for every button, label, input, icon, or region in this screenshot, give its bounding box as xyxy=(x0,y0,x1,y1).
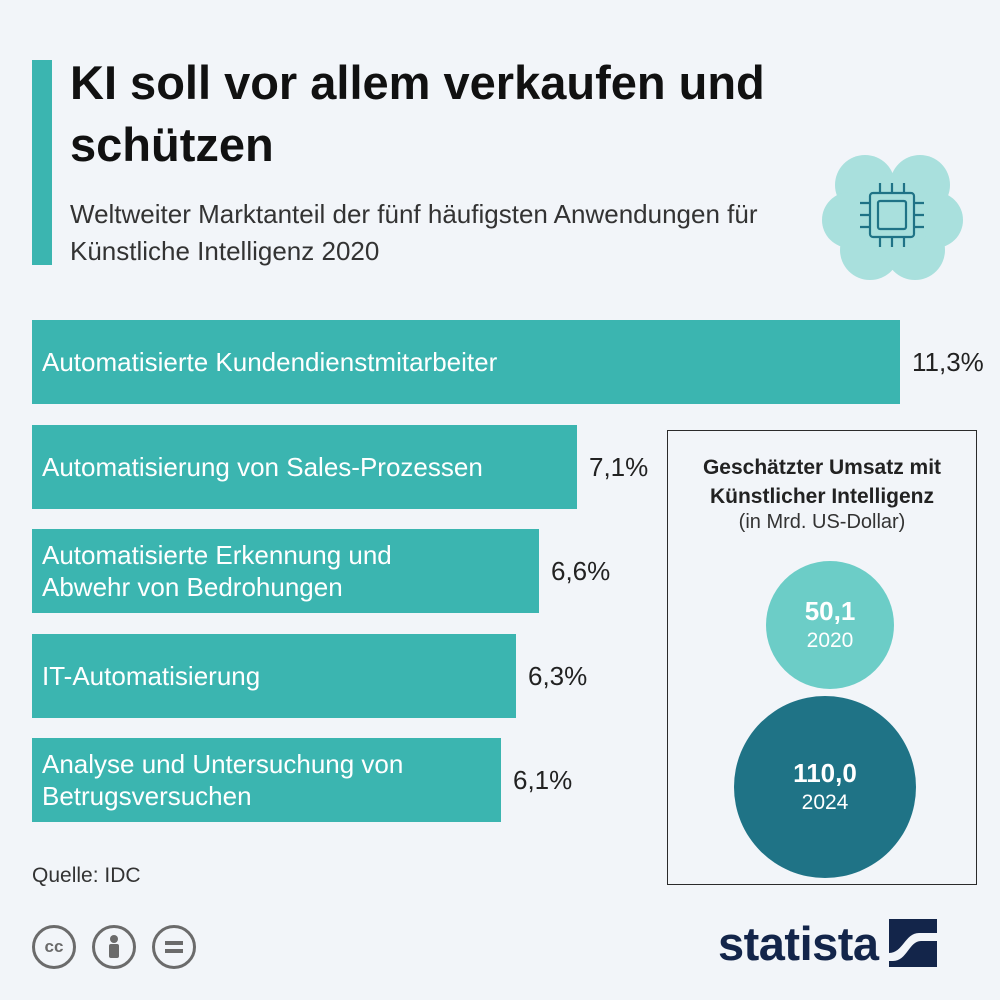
chart-subtitle: Weltweiter Marktanteil der fünf häufigst… xyxy=(70,199,758,266)
statista-mark-icon xyxy=(888,919,937,967)
bar: Automatisierte Erkennung und Abwehr von … xyxy=(32,529,539,613)
revenue-circle-2024: 110,0 2024 xyxy=(734,696,916,878)
bar: Automatisierte Kundendienstmitarbeiter xyxy=(32,320,900,404)
bar-value-label: 6,3% xyxy=(528,660,588,691)
bar-value-label: 6,1% xyxy=(513,764,573,795)
bar-category-label: IT-Automatisierung xyxy=(42,661,261,691)
nd-equals-icon[interactable] xyxy=(152,925,196,969)
ai-brain-chip-icon xyxy=(822,155,963,280)
revenue-title: Geschätzter Umsatz mit Künstlicher Intel… xyxy=(702,456,942,508)
bar-chart: Automatisierte Kundendienstmitarbeiter 11… xyxy=(32,320,992,840)
cc-icon[interactable]: cc xyxy=(32,925,76,969)
bar-value-label: 6,6% xyxy=(551,555,611,586)
bar-category-label: Automatisierte Kundendienstmitarbeiter xyxy=(42,347,498,377)
logo-wordmark: statista xyxy=(718,916,879,970)
bar-value-label: 7,1% xyxy=(589,451,649,482)
source-note: Quelle: IDC xyxy=(32,864,141,887)
chart-title: KI soll vor allem verkaufen und schützen xyxy=(70,56,765,171)
revenue-year: 2024 xyxy=(801,791,849,814)
by-person-icon[interactable] xyxy=(92,925,136,969)
bar-value-label: 11,3% xyxy=(912,346,984,377)
statista-logo[interactable]: statista xyxy=(718,912,937,974)
bar: IT-Automatisierung xyxy=(32,634,516,718)
revenue-value: 50,1 xyxy=(804,596,856,626)
revenue-value: 110,0 xyxy=(793,758,857,788)
bar-category-label: Automatisierung von Sales-Prozessen xyxy=(42,452,483,482)
revenue-circle-2020: 50,1 2020 xyxy=(766,561,894,689)
revenue-panel: Geschätzter Umsatz mit Künstlicher Intel… xyxy=(667,430,977,885)
bar-category-label: Automatisierte Erkennung und Abwehr von … xyxy=(42,540,392,602)
bar: Analyse und Untersuchung von Betrugsvers… xyxy=(32,738,501,822)
bar: Automatisierung von Sales-Prozessen xyxy=(32,425,577,509)
revenue-subtitle: (in Mrd. US-Dollar) xyxy=(738,511,906,533)
title-accent-bar xyxy=(32,60,52,265)
bar-category-label: Analyse und Untersuchung von Betrugsvers… xyxy=(42,749,404,811)
revenue-year: 2020 xyxy=(806,629,854,652)
